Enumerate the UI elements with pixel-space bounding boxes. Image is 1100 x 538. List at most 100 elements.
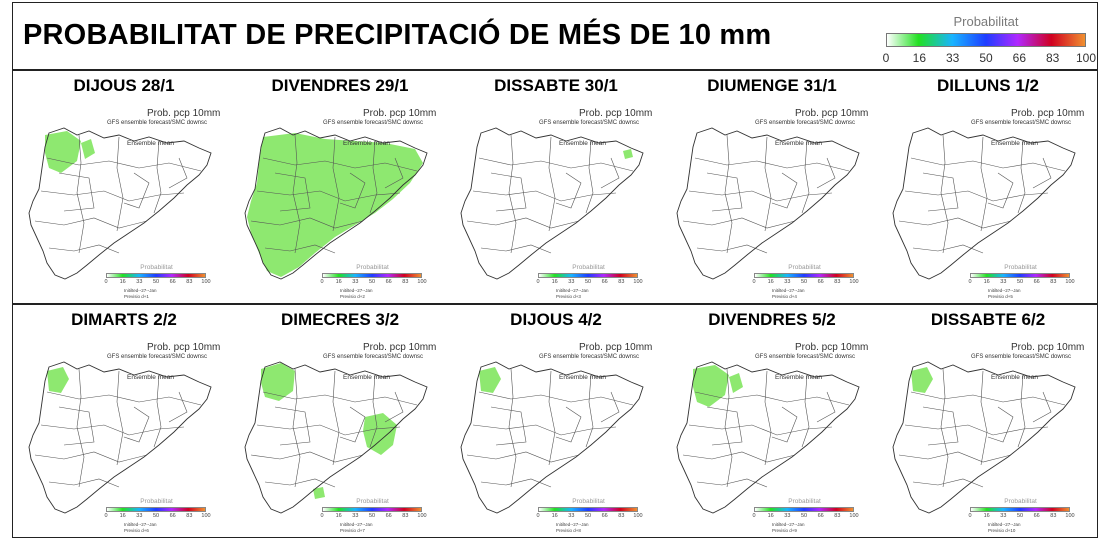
- catalonia-map: [892, 361, 1076, 514]
- comarca-border: [490, 406, 527, 446]
- panel-day-title: DISSABTE 30/1: [494, 76, 618, 95]
- comarca-border: [922, 172, 959, 212]
- panel-ensemble-label: Ensemble mean: [559, 374, 606, 381]
- comarca-border: [940, 134, 949, 254]
- panel-legend-tick: 83: [618, 513, 625, 519]
- comarca-border: [1032, 391, 1052, 423]
- panel-legend-tick: 66: [601, 513, 608, 519]
- comarca-border: [801, 374, 810, 448]
- forecast-row-2: DIMARTS 2/2 Prob. pcp 10mm GFS ensemble fo…: [12, 304, 1098, 538]
- panel-ensemble-label: Ensemble mean: [775, 140, 822, 147]
- comarca-border: [480, 244, 552, 254]
- panel-subtitle: Prob. pcp 10mm: [795, 108, 869, 119]
- comarca-border: [600, 157, 620, 189]
- panel-legend: Probabilitat 0 16 33 50 66 83 100: [752, 264, 858, 295]
- panel-day-title: DIVENDRES 5/2: [708, 310, 836, 329]
- comarca-border: [688, 424, 833, 436]
- comarca-border: [706, 406, 743, 446]
- catalonia-map: [676, 361, 860, 514]
- region-outline: [244, 127, 428, 280]
- panel-legend-bar: [106, 507, 206, 512]
- comarca-border: [332, 370, 340, 466]
- panel-legend-tick: 50: [152, 279, 160, 285]
- comarca-border: [48, 244, 120, 254]
- legend-tick-66: 66: [1012, 51, 1027, 65]
- panel-init-date: Initilted--27--Jan: [556, 288, 589, 293]
- panel-legend-tick: 33: [1000, 513, 1007, 519]
- comarca-border: [696, 244, 768, 254]
- panel-legend: Probabilitat 0 16 33 50 66 83 100: [320, 498, 427, 529]
- legend-tick-33: 33: [945, 51, 960, 65]
- panel-legend-tick: 100: [417, 513, 427, 519]
- comarca-border: [116, 136, 124, 232]
- legend-color-bar: [886, 33, 1086, 47]
- comarca-border: [987, 172, 1014, 209]
- comarca-border: [555, 406, 582, 443]
- region-outline: [460, 127, 644, 280]
- panel-legend-tick: 100: [1065, 513, 1075, 519]
- forecast-panel: DISSABTE 6/2 Prob. pcp 10mm GFS ensemble f…: [883, 307, 1093, 535]
- panel-legend-tick: 66: [1033, 279, 1040, 285]
- panel-day-title: DIJOUS 28/1: [73, 76, 175, 95]
- panel-init-date: Initilted--27--Jan: [772, 522, 805, 527]
- forecast-panel: DIMECRES 3/2 Prob. pcp 10mm GFS ensemble f…: [235, 307, 445, 535]
- comarca-border: [472, 424, 617, 436]
- comarca-border: [46, 157, 202, 172]
- panel-lead-time: Previsio d+6: [124, 528, 149, 533]
- catalonia-map: [892, 127, 1076, 280]
- legend-tick-83: 83: [1045, 51, 1060, 65]
- comarca-border: [898, 217, 1012, 229]
- comarca-border: [688, 190, 833, 202]
- panel-legend: Probabilitat 0 16 33 50 66 83 100: [320, 264, 427, 295]
- region-outline: [28, 361, 212, 514]
- panel-legend: Probabilitat 0 16 33 50 66 83 100: [968, 264, 1074, 295]
- comarca-border: [548, 136, 556, 232]
- comarca-border: [585, 140, 594, 214]
- comarca-border: [912, 244, 984, 254]
- panel-legend: Probabilitat 0 16 33 50 66 83 100: [968, 498, 1075, 529]
- panel-legend-tick: 83: [834, 513, 841, 519]
- comarca-border: [585, 374, 594, 448]
- panel-legend-tick: 16: [335, 513, 342, 519]
- panel-legend-tick: 16: [551, 513, 558, 519]
- panel-legend-tick: 16: [983, 279, 990, 285]
- legend-tick-50: 50: [979, 51, 993, 65]
- comarca-border: [508, 134, 517, 254]
- forecast-panel: DIJOUS 4/2 Prob. pcp 10mm GFS ensemble for…: [451, 307, 661, 535]
- panel-source: GFS ensemble forecast/SMC downsc: [755, 120, 856, 126]
- panel-legend-tick: 50: [584, 279, 592, 285]
- panel-legend-tick: 50: [800, 513, 808, 519]
- panel-legend-tick: 16: [767, 279, 774, 285]
- panel-subtitle: Prob. pcp 10mm: [579, 342, 653, 353]
- comarca-border: [250, 217, 364, 229]
- panel-legend-title: Probabilitat: [788, 498, 821, 505]
- panel-legend-bar: [538, 507, 638, 512]
- comarca-border: [264, 244, 336, 254]
- catalonia-map: [676, 127, 860, 280]
- panel-ensemble-label: Ensemble mean: [559, 140, 606, 147]
- comarca-border: [332, 136, 340, 232]
- panel-legend-tick: 0: [104, 513, 108, 519]
- panel-legend: Probabilitat 0 16 33 50 66 83 100: [104, 498, 210, 529]
- panel-legend-tick: 16: [983, 513, 990, 519]
- panel-ensemble-label: Ensemble mean: [343, 140, 390, 147]
- panel-legend-bar: [970, 273, 1070, 278]
- probability-area: [693, 365, 729, 407]
- comarca-border: [264, 478, 336, 488]
- catalonia-map: [28, 127, 212, 280]
- panel-lead-time: Previsio d+2: [340, 294, 365, 299]
- panel-legend-tick: 50: [368, 279, 376, 285]
- panel-legend-tick: 100: [417, 279, 427, 285]
- legend-title: Probabilitat: [953, 14, 1019, 29]
- panel-legend: Probabilitat 0 16 33 50 66 83 100: [752, 498, 858, 529]
- comarca-border: [910, 157, 1066, 172]
- region-outline: [676, 361, 860, 514]
- panel-legend-bar: [106, 273, 206, 278]
- panel-source: GFS ensemble forecast/SMC downsc: [755, 354, 856, 360]
- panel-lead-time: Previsio d+5: [988, 294, 1013, 299]
- panel-legend-tick: 50: [152, 513, 160, 519]
- panel-legend-tick: 50: [1016, 279, 1024, 285]
- panel-legend-tick: 33: [136, 279, 143, 285]
- forecast-panel: DIUMENGE 31/1 Prob. pcp 10mm GFS ensemble …: [667, 73, 877, 301]
- comarca-border: [46, 391, 202, 406]
